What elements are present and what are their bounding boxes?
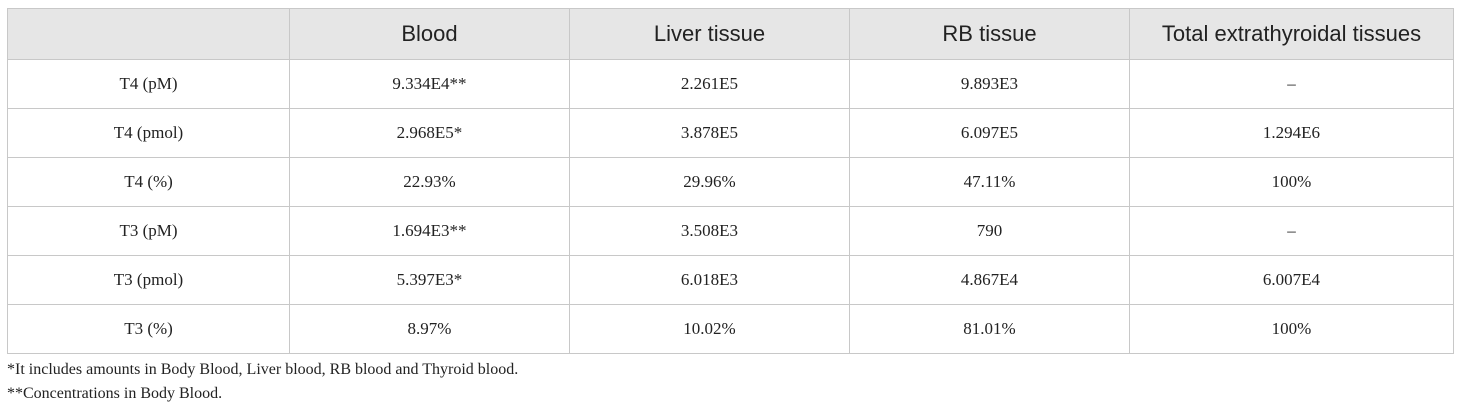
table-body: T4 (pM) 9.334E4** 2.261E5 9.893E3– T4 (pmol)… bbox=[7, 59, 1454, 354]
table-cell: 6.007E4 bbox=[1129, 255, 1454, 305]
table-cell: – bbox=[1129, 206, 1454, 256]
row-label: T4 (%) bbox=[7, 157, 290, 207]
column-header: Blood bbox=[289, 8, 570, 60]
table-cell: 1.694E3** bbox=[289, 206, 570, 256]
table-row: T4 (pM) 9.334E4** 2.261E5 9.893E3– bbox=[7, 59, 1454, 109]
footnote: *It includes amounts in Body Blood, Live… bbox=[7, 361, 519, 378]
table-cell: 22.93% bbox=[289, 157, 570, 207]
table-row: T4 (pmol) 2.968E5* 3.878E5 6.097E5 1.294E6 bbox=[7, 108, 1454, 158]
table-cell: 5.397E3* bbox=[289, 255, 570, 305]
column-header: RB tissue bbox=[849, 8, 1130, 60]
table-cell: 2.968E5* bbox=[289, 108, 570, 158]
data-table: Blood Liver tissue RB tissue Total extrathy… bbox=[7, 8, 1454, 354]
header-row: Blood Liver tissue RB tissue Total extrathy… bbox=[7, 8, 1454, 60]
table-cell: 3.878E5 bbox=[569, 108, 850, 158]
table-cell: 1.294E6 bbox=[1129, 108, 1454, 158]
table-cell: – bbox=[1129, 59, 1454, 109]
table-cell: 81.01% bbox=[849, 304, 1130, 354]
table-cell: 9.334E4** bbox=[289, 59, 570, 109]
table-row: T3 (%) 8.97% 10.02% 81.01% 100% bbox=[7, 304, 1454, 354]
table-cell: 6.097E5 bbox=[849, 108, 1130, 158]
table-cell: 8.97% bbox=[289, 304, 570, 354]
table-cell: 3.508E3 bbox=[569, 206, 850, 256]
table-row: T3 (pM) 1.694E3** 3.508E3 790– bbox=[7, 206, 1454, 256]
table-cell: 100% bbox=[1129, 157, 1454, 207]
table-cell: 100% bbox=[1129, 304, 1454, 354]
table-cell: 9.893E3 bbox=[849, 59, 1130, 109]
footnotes: *It includes amounts in Body Blood, Live… bbox=[7, 358, 518, 406]
table-cell: 47.11% bbox=[849, 157, 1130, 207]
table-cell: 790 bbox=[849, 206, 1130, 256]
table-row: T3 (pmol) 5.397E3* 6.018E3 4.867E4 6.007E4 bbox=[7, 255, 1454, 305]
corner-cell bbox=[7, 8, 290, 60]
column-header: Liver tissue bbox=[569, 8, 850, 60]
table-cell: 29.96% bbox=[569, 157, 850, 207]
row-label: T3 (pM) bbox=[7, 206, 290, 256]
table-cell: 10.02% bbox=[569, 304, 850, 354]
footnote: **Concentrations in Body Blood. bbox=[7, 385, 223, 402]
table-row: T4 (%) 22.93% 29.96% 47.11% 100% bbox=[7, 157, 1454, 207]
row-label: T3 (%) bbox=[7, 304, 290, 354]
row-label: T3 (pmol) bbox=[7, 255, 290, 305]
column-header: Total extrathyroidal tissues bbox=[1129, 8, 1454, 60]
table-cell: 2.261E5 bbox=[569, 59, 850, 109]
row-label: T4 (pM) bbox=[7, 59, 290, 109]
row-label: T4 (pmol) bbox=[7, 108, 290, 158]
table-cell: 6.018E3 bbox=[569, 255, 850, 305]
table-cell: 4.867E4 bbox=[849, 255, 1130, 305]
